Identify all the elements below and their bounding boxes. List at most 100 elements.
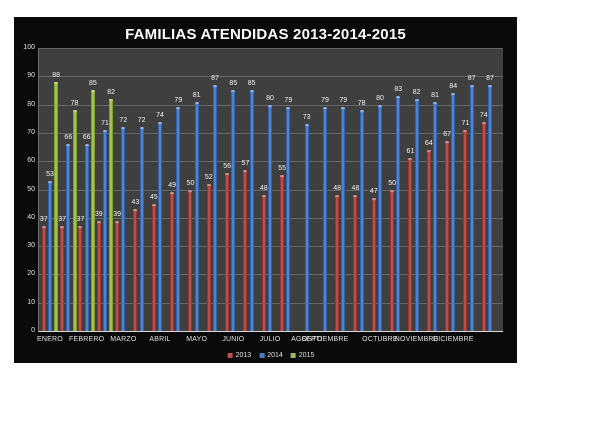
bar-2014 bbox=[304, 124, 309, 331]
bar-label: 78 bbox=[70, 100, 79, 108]
legend-swatch-icon bbox=[290, 353, 296, 358]
bar-2014 bbox=[176, 107, 181, 331]
bar-label: 87 bbox=[467, 74, 476, 82]
bar-label: 81 bbox=[192, 91, 201, 99]
bar-2014 bbox=[66, 144, 71, 331]
bar-2013 bbox=[170, 192, 175, 331]
bar-2014 bbox=[322, 107, 327, 331]
bar-label: 55 bbox=[278, 165, 287, 173]
bar-2014 bbox=[267, 104, 272, 331]
gridline bbox=[39, 76, 503, 78]
bar-label: 81 bbox=[431, 91, 439, 99]
bar-2014 bbox=[249, 90, 254, 331]
month-label-noviembre: NOVIEMBRE bbox=[394, 336, 439, 343]
bar-2015 bbox=[72, 110, 77, 331]
bar-label: 64 bbox=[424, 139, 433, 147]
bar-label: 37 bbox=[39, 216, 48, 224]
month-label-julio: JULIO bbox=[259, 336, 281, 343]
bar-label: 47 bbox=[369, 188, 378, 195]
bar-2014 bbox=[84, 144, 89, 331]
bar-label: 72 bbox=[119, 117, 128, 125]
bar-2014 bbox=[157, 121, 162, 331]
bar-2014 bbox=[451, 93, 456, 331]
bar-2014 bbox=[286, 107, 291, 331]
month-label-marzo: MARZO bbox=[110, 336, 137, 343]
bar-label: 48 bbox=[351, 185, 360, 193]
bar-2013 bbox=[280, 175, 285, 331]
y-tick-label: 100 bbox=[23, 44, 35, 51]
bar-label: 83 bbox=[394, 86, 403, 94]
month-label-enero: ENERO bbox=[37, 336, 63, 343]
bar-label: 85 bbox=[229, 80, 238, 88]
y-tick-label: 20 bbox=[27, 270, 35, 278]
bar-2013 bbox=[41, 226, 46, 331]
bar-2013 bbox=[261, 195, 266, 331]
bar-label: 52 bbox=[204, 173, 213, 181]
legend-item: 2013 bbox=[227, 352, 251, 359]
y-tick-label: 40 bbox=[27, 213, 35, 221]
bar-2013 bbox=[481, 121, 486, 331]
bar-label: 80 bbox=[266, 94, 274, 102]
bar-2013 bbox=[390, 189, 395, 331]
plot-area: 0 10 20 30 40 50 60 70 80 90 100 37 37 37 39 39 43 45 49 50… bbox=[23, 44, 503, 359]
month-label-junio: JUNIO bbox=[222, 336, 245, 343]
y-tick-label: 10 bbox=[27, 298, 35, 306]
bar-2013 bbox=[60, 226, 65, 331]
y-tick-label: 0 bbox=[31, 327, 35, 334]
bar-label: 72 bbox=[137, 117, 146, 125]
bar-label: 74 bbox=[156, 111, 164, 119]
bar-label: 71 bbox=[461, 120, 470, 128]
bar-2015 bbox=[54, 81, 59, 331]
month-label-agosto: AGOSTO bbox=[291, 336, 323, 343]
bar-2014 bbox=[139, 127, 144, 331]
y-tick-label: 50 bbox=[27, 185, 35, 193]
bar-label: 88 bbox=[52, 71, 61, 79]
gridline bbox=[39, 48, 503, 49]
bar-label: 39 bbox=[94, 210, 103, 218]
bar-2013 bbox=[335, 195, 340, 331]
bar-label: 84 bbox=[449, 83, 458, 91]
bar-label: 45 bbox=[149, 193, 158, 201]
bar-2013 bbox=[115, 220, 120, 331]
bar-label: 85 bbox=[247, 80, 256, 88]
bar-2014 bbox=[396, 96, 401, 331]
bar-label: 49 bbox=[168, 182, 177, 190]
legend-label: 2015 bbox=[298, 352, 315, 359]
bar-label: 66 bbox=[64, 134, 73, 142]
legend-swatch-icon bbox=[259, 353, 265, 358]
bar-2013 bbox=[243, 169, 248, 331]
bar-2013 bbox=[96, 220, 101, 331]
bar-label: 66 bbox=[82, 134, 91, 142]
chart-title: FAMILIAS ATENDIDAS 2013-2014-2015 bbox=[125, 26, 406, 43]
bar-label: 82 bbox=[107, 88, 116, 96]
bar-2013 bbox=[151, 203, 156, 331]
bar-2014 bbox=[212, 84, 217, 331]
bar-label: 87 bbox=[486, 74, 494, 82]
bar-label: 79 bbox=[339, 97, 348, 105]
bar-label: 80 bbox=[376, 94, 384, 102]
bar-label: 79 bbox=[174, 97, 183, 105]
bar-2013 bbox=[353, 195, 358, 331]
month-label-febrero: FEBRERO bbox=[69, 336, 105, 343]
legend-item: 2015 bbox=[290, 352, 315, 359]
bar-2013 bbox=[206, 183, 211, 331]
month-label-diciembre: DICIEMBRE bbox=[432, 336, 474, 343]
month-label-octubre: OCTUBRE bbox=[362, 336, 398, 343]
bar-label: 85 bbox=[88, 80, 97, 88]
bar-2015 bbox=[90, 90, 95, 331]
bar-2014 bbox=[48, 181, 52, 331]
bar-label: 48 bbox=[333, 185, 342, 193]
bar-label: 79 bbox=[284, 97, 293, 105]
bar-2015 bbox=[109, 98, 114, 331]
bar-label: 61 bbox=[406, 148, 415, 156]
bar-2014 bbox=[469, 84, 474, 331]
legend-item: 2014 bbox=[259, 352, 283, 359]
bar-label: 50 bbox=[388, 179, 397, 187]
bar-label: 87 bbox=[211, 74, 219, 82]
y-tick-label: 80 bbox=[27, 100, 35, 108]
bar-label: 74 bbox=[479, 111, 488, 119]
bar-2014 bbox=[102, 130, 107, 331]
bar-label: 82 bbox=[412, 88, 421, 96]
bar-label: 48 bbox=[259, 185, 268, 193]
bar-label: 43 bbox=[131, 199, 140, 207]
